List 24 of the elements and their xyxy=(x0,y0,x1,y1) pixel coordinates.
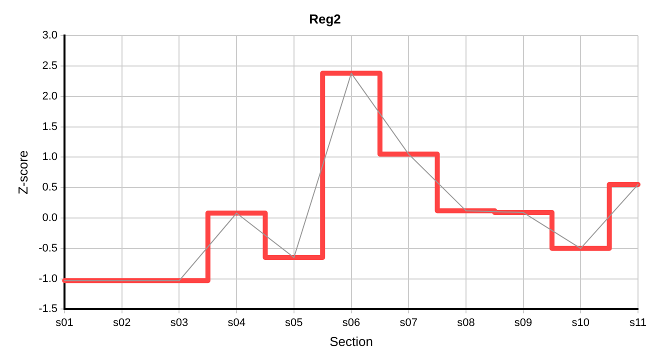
y-tick-label: 1.5 xyxy=(42,120,58,133)
y-tick-label: 3.0 xyxy=(42,30,58,42)
x-axis-title: Section xyxy=(330,334,373,349)
x-tick-label: s07 xyxy=(400,316,418,329)
chart-title: Reg2 xyxy=(309,11,341,26)
x-tick-label: s04 xyxy=(228,316,246,329)
y-tick-label: -0.5 xyxy=(38,242,58,254)
x-tick-label: s11 xyxy=(630,316,646,329)
y-tick-label: -1.0 xyxy=(38,272,58,285)
x-tick-label: s10 xyxy=(572,316,590,329)
y-tick-label: 0.0 xyxy=(42,212,58,224)
x-tick-label: s05 xyxy=(285,316,303,329)
y-tick-label: 0.5 xyxy=(42,182,58,194)
x-tick-label: s03 xyxy=(170,316,188,329)
x-tick-label: s08 xyxy=(457,316,475,329)
y-tick-label: 1.0 xyxy=(42,151,58,164)
x-tick-label: s06 xyxy=(342,316,360,329)
y-tick-label: -1.5 xyxy=(38,303,58,316)
y-tick-label: 2.0 xyxy=(42,90,58,102)
x-tick-label: s09 xyxy=(514,316,532,329)
y-tick-label: 2.5 xyxy=(42,60,58,72)
y-axis-title: Z-score xyxy=(15,150,30,194)
x-tick-label: s02 xyxy=(113,316,131,329)
x-tick-label: s01 xyxy=(56,316,74,329)
